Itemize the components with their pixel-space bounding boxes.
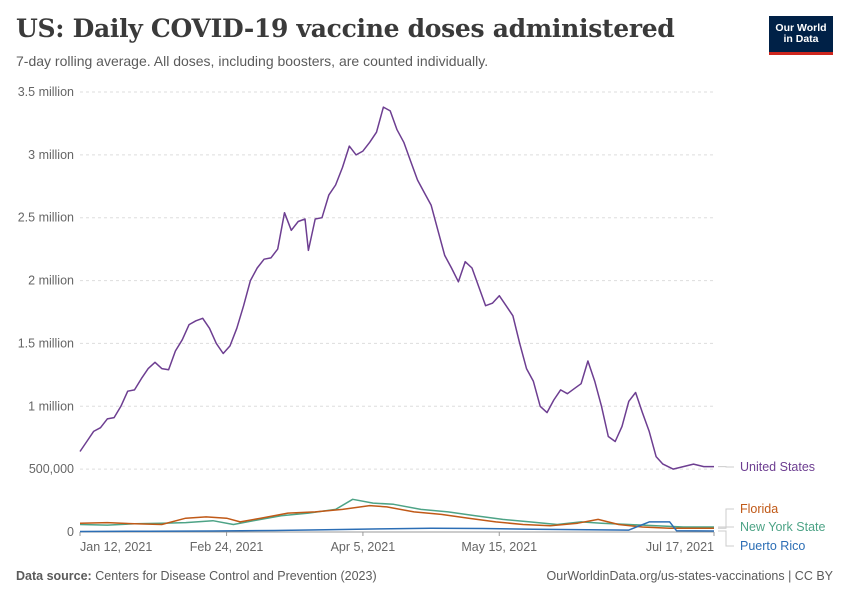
series-layer — [79, 106, 715, 533]
data-source: Data source: Centers for Disease Control… — [16, 569, 377, 583]
logo-line-1: Our World — [775, 22, 827, 34]
y-tick-label: 3.5 million — [18, 85, 74, 99]
grid-layer — [80, 91, 714, 470]
license-link[interactable]: OurWorldinData.org/us-states-vaccination… — [546, 569, 833, 583]
x-tick-label: Jul 17, 2021 — [646, 540, 714, 554]
y-tick-label: 2 million — [28, 274, 74, 288]
y-tick-label: 1.5 million — [18, 336, 74, 350]
logo-line-2: in Data — [783, 33, 819, 45]
series-line-puerto-rico — [79, 521, 715, 533]
x-tick-label: Feb 24, 2021 — [190, 540, 264, 554]
y-tick-label: 500,000 — [29, 462, 74, 476]
y-tick-label: 2.5 million — [18, 211, 74, 225]
x-tick-label: May 15, 2021 — [461, 540, 537, 554]
chart-title: US: Daily COVID-19 vaccine doses adminis… — [16, 14, 675, 43]
y-tick-label: 3 million — [28, 148, 74, 162]
series-line-united-states — [79, 106, 714, 470]
x-tick-label: Jan 12, 2021 — [80, 540, 152, 554]
x-tick-label: Apr 5, 2021 — [331, 540, 396, 554]
axis-layer: 0 500,000 1 million 1.5 million 2 million 2.5… — [18, 85, 715, 554]
series-line-new-york-state — [79, 498, 714, 528]
legend-label-new-york-state: New York State — [740, 520, 826, 534]
legend-connector — [718, 530, 734, 547]
chart-subtitle: 7-day rolling average. All doses, includ… — [16, 53, 489, 69]
legend-label-puerto-rico: Puerto Rico — [740, 539, 805, 553]
data-source-text: Centers for Disease Control and Preventi… — [95, 569, 377, 583]
series-line-florida — [79, 504, 714, 529]
y-tick-label: 0 — [67, 525, 74, 539]
legend-label-florida: Florida — [740, 502, 778, 516]
legend-label-united-states: United States — [740, 460, 815, 474]
legend-connector — [718, 508, 734, 529]
owid-logo[interactable]: Our World in Data — [769, 16, 833, 55]
legend-layer: United States Florida New York State Puerto… — [718, 460, 826, 553]
y-tick-label: 1 million — [28, 399, 74, 413]
data-source-label: Data source: — [16, 569, 92, 583]
